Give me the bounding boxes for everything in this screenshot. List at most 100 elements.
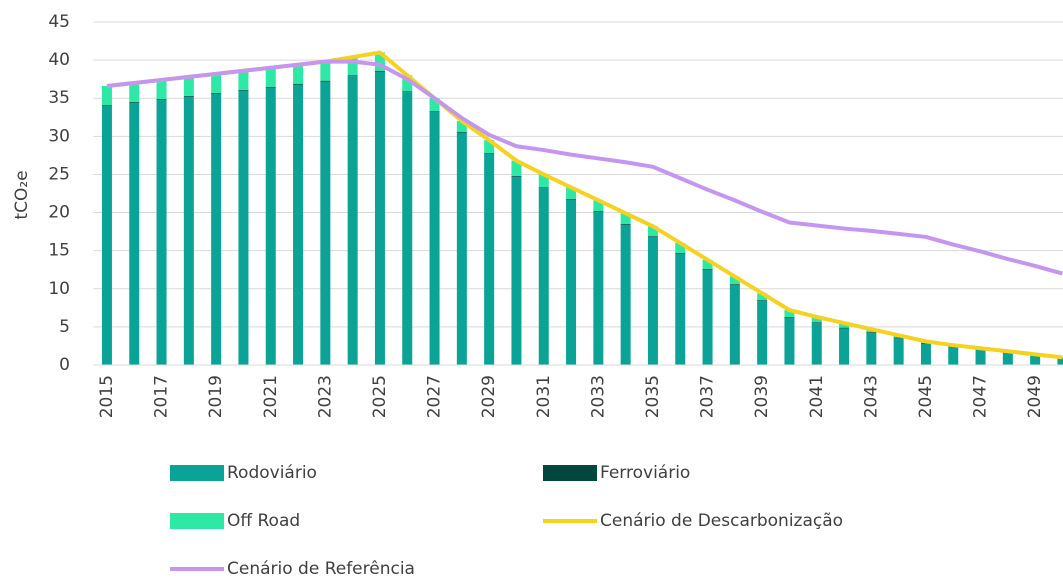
bar-segment <box>1002 352 1013 365</box>
bar-segment <box>511 160 522 176</box>
bar-segment <box>811 316 822 323</box>
bar-segment <box>293 83 304 85</box>
bar-segment <box>811 323 822 365</box>
bar-segment <box>566 187 577 199</box>
y-tick-label: 25 <box>48 164 70 184</box>
bar-segment <box>347 57 358 76</box>
bar-segment <box>156 79 167 99</box>
y-tick-label: 10 <box>48 279 70 299</box>
legend-label: Ferroviário <box>600 463 690 483</box>
bar-segment <box>866 332 877 333</box>
y-axis-label: tCO₂e <box>12 170 32 219</box>
legend-swatch <box>543 465 597 481</box>
bar-segment <box>374 71 385 366</box>
x-tick-label: 2037 <box>698 375 718 418</box>
bar-segment <box>839 327 850 329</box>
bar-segment <box>893 338 904 365</box>
bar-segment <box>538 174 549 188</box>
bar-segment <box>729 284 740 285</box>
bar-segment <box>429 111 440 365</box>
bar-segment <box>620 213 631 224</box>
bar-segment <box>702 269 713 365</box>
y-tick-label: 15 <box>48 241 70 261</box>
y-tick-label: 45 <box>48 12 70 32</box>
x-tick-label: 2019 <box>206 375 226 418</box>
bar-segment <box>784 316 795 318</box>
bar-segment <box>893 337 904 339</box>
bar-segment <box>293 84 304 365</box>
bar-segment <box>702 268 713 270</box>
bar-segment <box>538 187 549 189</box>
bar-segment <box>484 153 495 154</box>
bar-segment <box>293 64 304 84</box>
bar-segment <box>729 276 740 285</box>
bar-segment <box>265 67 276 87</box>
bar-segment <box>784 317 795 365</box>
bar-segment <box>484 153 495 365</box>
bar-segment <box>456 121 467 132</box>
bar-segment <box>647 236 658 237</box>
bar-segment <box>620 224 631 365</box>
bar-segment <box>484 140 495 154</box>
bar-segment <box>757 293 768 301</box>
bar-segment <box>320 61 331 81</box>
bar-segment <box>238 89 249 91</box>
legend-label: Off Road <box>227 511 300 531</box>
x-tick-label: 2047 <box>971 375 991 418</box>
bar-segment <box>620 223 631 225</box>
bar-segment <box>456 132 467 365</box>
bar-segment <box>1057 358 1063 365</box>
bar-segment <box>238 90 249 365</box>
bar-segment <box>183 95 194 97</box>
bar-segment <box>593 200 604 212</box>
bar-segment <box>702 259 713 269</box>
bar-segment <box>511 175 522 177</box>
x-tick-label: 2017 <box>152 375 172 418</box>
bar-segment <box>839 323 850 328</box>
x-tick-label: 2027 <box>425 375 445 418</box>
bar-segment <box>538 188 549 365</box>
bar-segment <box>566 199 577 365</box>
bar-segment <box>101 105 112 365</box>
y-tick-label: 40 <box>48 50 70 70</box>
bar-segment <box>757 300 768 301</box>
bar-segment <box>374 52 385 71</box>
x-tick-label: 2021 <box>261 375 281 418</box>
bar-segment <box>238 70 249 90</box>
bar-segment <box>101 86 112 106</box>
legend-swatch <box>170 513 224 529</box>
x-tick-label: 2041 <box>807 375 827 418</box>
bar-segment <box>948 346 959 365</box>
bar-segment <box>211 93 222 365</box>
y-tick-label: 20 <box>48 203 70 223</box>
bar-segment <box>320 81 331 365</box>
x-tick-label: 2015 <box>97 375 117 418</box>
bar-segment <box>129 102 140 365</box>
bar-segment <box>729 284 740 365</box>
bar-segment <box>511 176 522 365</box>
bar-segment <box>183 76 194 96</box>
bar-segment <box>675 252 686 254</box>
bar-segment <box>866 332 877 365</box>
bar-segment <box>265 87 276 365</box>
x-tick-label: 2025 <box>370 375 390 418</box>
x-tick-label: 2043 <box>861 375 881 418</box>
bar-segment <box>347 76 358 366</box>
bar-segment <box>347 75 358 77</box>
y-tick-label: 5 <box>59 317 70 337</box>
bar-segment <box>129 82 140 103</box>
bar-segment <box>402 91 413 93</box>
bar-segment <box>647 226 658 237</box>
bar-segment <box>757 300 768 365</box>
bar-segment <box>374 70 385 72</box>
legend-label: Cenário de Referência <box>227 559 415 578</box>
bar-segment <box>156 99 167 365</box>
legend-label: Rodoviário <box>227 463 317 483</box>
bar-segment <box>647 236 658 365</box>
legend-label: Cenário de Descarbonização <box>600 511 843 531</box>
bar-segment <box>265 86 276 88</box>
line-series <box>106 59 1063 276</box>
bar-segment <box>429 98 440 112</box>
bar-segment <box>1030 355 1041 365</box>
